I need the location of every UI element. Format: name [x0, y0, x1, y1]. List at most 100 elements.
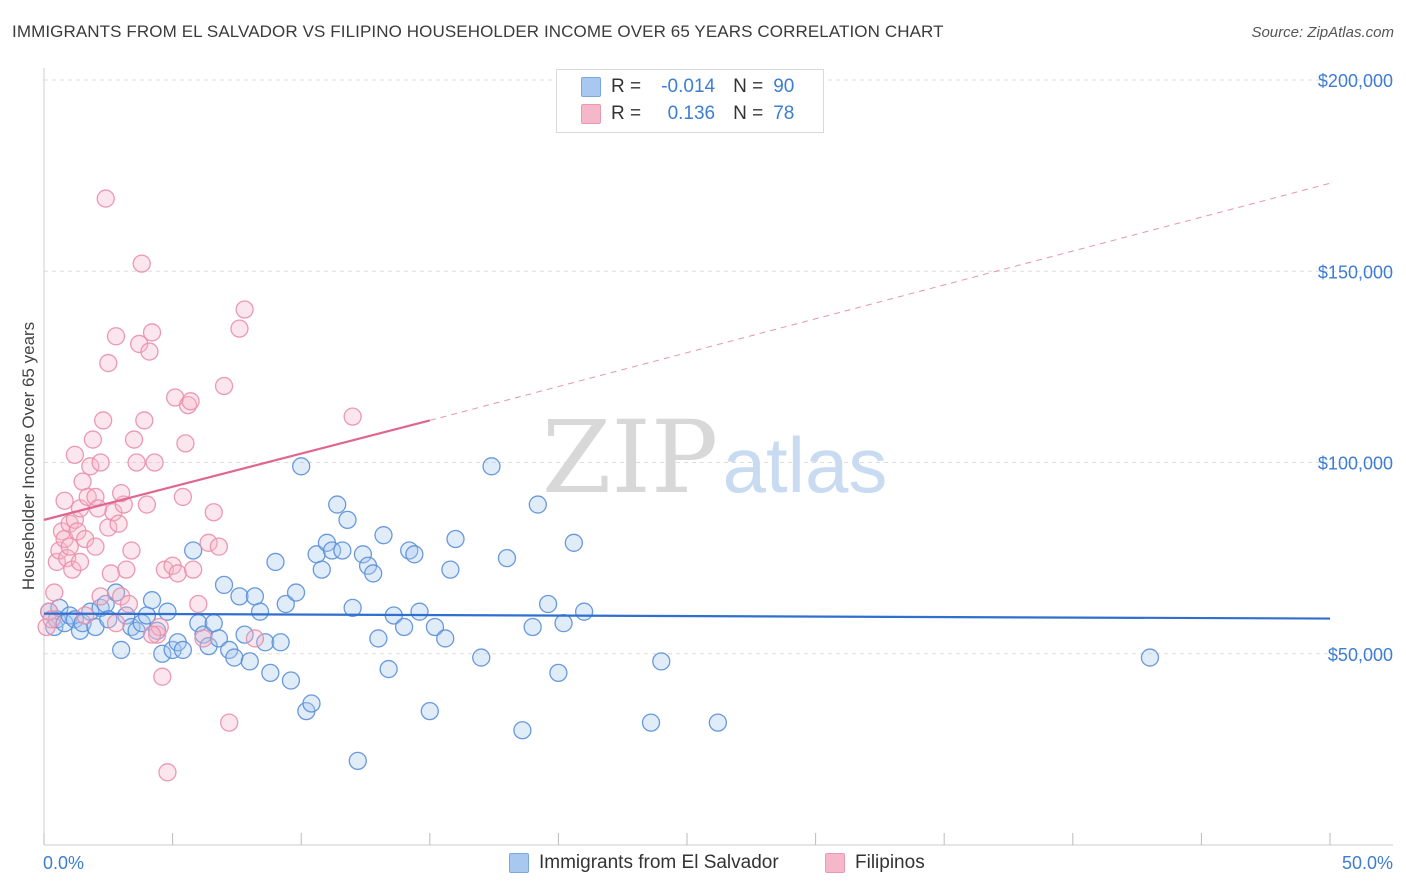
bottom-legend-label: Filipinos [855, 852, 925, 873]
data-point [256, 633, 275, 652]
data-point [176, 434, 195, 453]
data-point [153, 667, 172, 686]
trend-line-filipinos-extended [429, 182, 1331, 421]
data-point [338, 510, 357, 530]
data-point [410, 602, 429, 621]
data-point [132, 254, 151, 273]
data-point [47, 552, 67, 572]
data-point [708, 713, 728, 732]
data-point [150, 617, 169, 637]
data-point [122, 541, 141, 560]
data-point [250, 602, 270, 621]
data-point [281, 671, 301, 690]
data-point [204, 503, 223, 522]
bottom-legend-swatch-pink [825, 853, 845, 873]
data-point [425, 617, 445, 637]
data-point [214, 575, 234, 595]
data-point [235, 625, 254, 644]
data-point [94, 411, 113, 430]
data-point [482, 457, 501, 476]
data-point [86, 537, 105, 556]
data-point [158, 602, 177, 621]
data-point [158, 763, 177, 782]
data-point [63, 560, 82, 579]
data-point [322, 541, 342, 560]
data-point [436, 629, 455, 648]
data-point [271, 633, 290, 652]
data-point [142, 591, 162, 610]
x-tick-label-min: 0.0% [43, 853, 84, 873]
data-point [286, 583, 306, 602]
legend-swatch-pink [581, 104, 601, 124]
data-point [446, 529, 465, 549]
axes [43, 68, 1393, 846]
data-point [379, 659, 398, 679]
data-point [312, 560, 331, 579]
data-point [70, 552, 90, 572]
data-point [189, 594, 208, 614]
y-tick-label: $100,000 [1318, 454, 1393, 474]
data-point [245, 629, 265, 648]
data-point [209, 537, 229, 556]
data-point [394, 617, 414, 637]
data-point [235, 300, 254, 319]
chart-title: IMMIGRANTS FROM EL SALVADOR VS FILIPINO … [12, 22, 944, 41]
data-point [135, 411, 154, 430]
data-point [101, 564, 121, 583]
data-point [199, 533, 218, 552]
legend-n-value: 78 [773, 103, 795, 124]
data-point [153, 644, 172, 663]
data-point [127, 453, 146, 472]
legend-n-value: 90 [773, 76, 795, 97]
data-point [130, 334, 149, 354]
data-point [81, 457, 100, 476]
data-point [405, 545, 424, 564]
y-tick-label: $200,000 [1318, 71, 1393, 91]
data-point [184, 560, 203, 579]
data-point [374, 526, 393, 545]
data-point [220, 713, 239, 732]
data-point [343, 598, 362, 617]
y-tick-label: $50,000 [1328, 645, 1393, 665]
legend-r-value: -0.014 [661, 76, 716, 97]
data-point [55, 491, 74, 510]
data-point [652, 652, 671, 671]
data-point [328, 495, 347, 514]
data-point [513, 721, 532, 740]
data-point [86, 487, 105, 507]
data-point [142, 625, 162, 644]
bottom-legend-filipinos: Filipinos [825, 852, 925, 874]
data-point [76, 606, 95, 625]
data-point [45, 583, 64, 602]
data-point [302, 694, 321, 713]
data-point [209, 629, 229, 648]
data-point [119, 594, 139, 614]
y-axis-title: Householder Income Over 65 years [19, 322, 38, 590]
data-point [140, 342, 159, 361]
data-point [343, 407, 362, 426]
series-el-salvador-points [39, 457, 1160, 770]
data-point [181, 392, 200, 411]
series-filipinos-points [37, 189, 362, 782]
y-tick-labels: $50,000 $100,000 $150,000 $200,000 [1318, 71, 1393, 665]
data-point [472, 648, 491, 667]
data-point [50, 541, 69, 560]
data-point [261, 663, 280, 683]
data-point [117, 560, 136, 579]
data-point [91, 453, 110, 472]
data-point [348, 751, 367, 770]
data-point [106, 327, 126, 346]
data-point [112, 587, 131, 606]
grid-lines [44, 79, 1393, 655]
source-label: Source: ZipAtlas.com [1251, 24, 1394, 41]
data-point [137, 495, 157, 514]
data-point [112, 640, 131, 660]
data-point [173, 640, 193, 660]
data-point [204, 614, 223, 633]
data-point [369, 629, 388, 648]
data-point [73, 472, 92, 491]
data-point [333, 541, 352, 560]
data-point [109, 514, 128, 533]
data-point [65, 445, 85, 465]
legend-r-value: 0.136 [667, 103, 716, 124]
